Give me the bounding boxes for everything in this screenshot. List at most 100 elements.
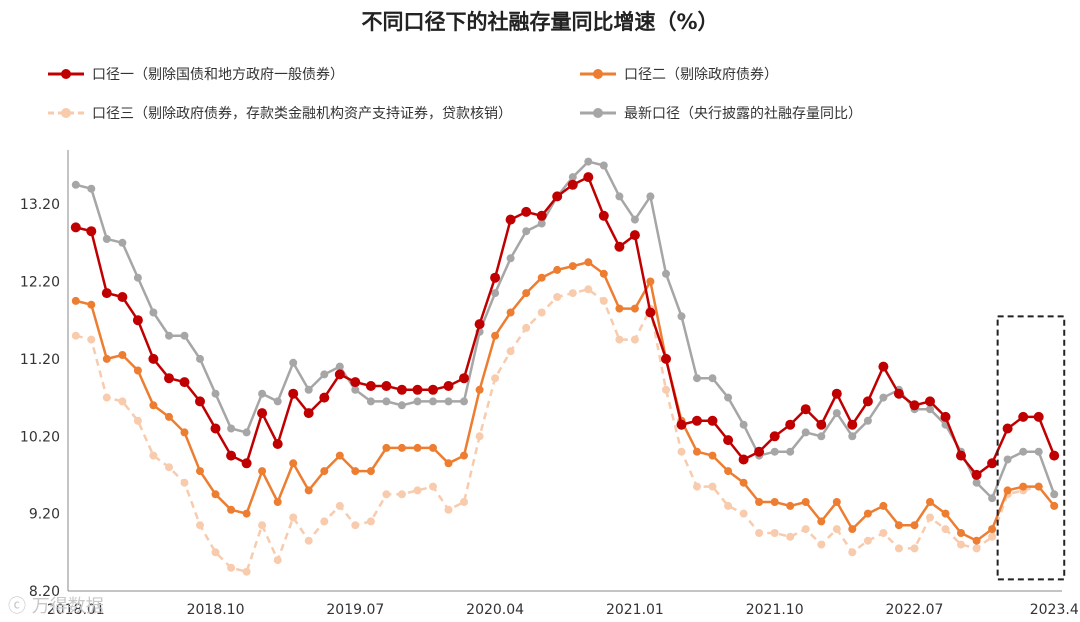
data-point-series-2 (770, 498, 779, 506)
data-point-series-1 (241, 458, 252, 469)
data-point-series-4 (491, 289, 500, 298)
data-point-series-4 (196, 354, 204, 363)
data-point-series-4 (165, 331, 173, 340)
data-point-series-1 (350, 377, 361, 388)
data-point-series-2 (118, 351, 127, 359)
data-point-series-4 (630, 215, 639, 224)
data-point-series-1 (272, 439, 283, 449)
data-point-series-1 (412, 384, 423, 395)
data-point-series-3 (553, 293, 562, 301)
legend-marker-series-2 (580, 69, 616, 79)
data-point-series-2 (926, 498, 934, 506)
legend-item-series-1: 口径一（剔除国债和地方政府一般债券） (46, 62, 344, 86)
data-point-series-1 (956, 450, 966, 461)
data-point-series-4 (366, 397, 375, 406)
data-point-series-2 (211, 490, 220, 499)
data-point-series-3 (879, 529, 888, 537)
data-point-series-3 (87, 335, 96, 344)
data-point-series-2 (506, 308, 515, 317)
data-point-series-4 (1003, 455, 1012, 464)
data-point-series-2 (988, 525, 997, 534)
data-point-series-3 (522, 323, 531, 332)
data-point-series-3 (910, 544, 919, 553)
data-point-series-4 (693, 374, 701, 383)
x-tick-label: 2018.01 (47, 602, 105, 618)
data-point-series-1 (459, 373, 469, 384)
data-point-series-2 (786, 501, 795, 510)
data-point-series-3 (739, 509, 748, 518)
data-point-series-3 (801, 525, 810, 534)
data-point-series-1 (567, 179, 578, 190)
data-point-series-2 (133, 366, 142, 375)
data-point-series-1 (676, 419, 687, 430)
data-point-series-1 (598, 210, 609, 221)
data-point-series-4 (211, 389, 220, 398)
data-point-series-1 (536, 210, 547, 221)
data-point-series-3 (366, 517, 375, 526)
data-point-series-1 (1049, 450, 1060, 461)
data-point-series-2 (460, 451, 468, 460)
legend-item-series-4: 最新口径（央行披露的社融存量同比） (578, 101, 862, 125)
data-point-series-2 (320, 467, 329, 476)
data-point-series-4 (397, 401, 406, 410)
data-point-series-2 (1050, 501, 1059, 510)
highlight-box (996, 315, 1066, 581)
data-point-series-4 (724, 393, 733, 402)
data-point-series-4 (273, 397, 282, 406)
data-point-series-2 (491, 331, 500, 340)
data-point-series-4 (848, 432, 857, 441)
data-point-series-3 (755, 529, 764, 537)
data-point-series-4 (863, 416, 872, 425)
x-tick-label: 2021.10 (746, 602, 804, 618)
data-point-series-4 (149, 308, 158, 317)
data-point-series-2 (832, 498, 841, 506)
data-point-series-3 (863, 536, 872, 545)
data-point-series-2 (475, 385, 484, 394)
data-point-series-2 (537, 273, 546, 282)
data-point-series-1 (723, 435, 734, 446)
data-point-series-1 (707, 415, 718, 426)
data-point-series-3 (273, 556, 282, 565)
data-point-series-4 (289, 358, 298, 367)
data-point-series-1 (365, 381, 376, 391)
data-point-series-2 (708, 451, 717, 460)
data-point-series-1 (971, 469, 982, 480)
data-point-series-2 (429, 443, 437, 452)
data-point-series-3 (770, 529, 779, 537)
data-point-series-3 (102, 393, 111, 402)
data-point-series-2 (102, 354, 111, 363)
data-point-series-4 (770, 447, 779, 456)
x-tick-label: 2022.07 (886, 602, 944, 618)
data-point-series-4 (537, 219, 546, 228)
y-tick-label: 12.20 (20, 275, 60, 291)
data-point-series-2 (863, 509, 872, 518)
x-tick-label: 2020.04 (466, 602, 524, 618)
data-point-series-2 (258, 467, 267, 476)
data-point-series-1 (552, 191, 563, 202)
data-point-series-1 (257, 408, 268, 419)
data-point-series-1 (909, 400, 920, 411)
y-tick-label: 13.20 (20, 197, 60, 213)
x-tick-label: 2021.01 (606, 602, 664, 618)
data-point-series-3 (211, 548, 220, 557)
data-point-series-2 (724, 467, 733, 476)
data-point-series-3 (289, 513, 298, 522)
data-point-series-1 (505, 214, 516, 225)
data-point-series-4 (304, 385, 313, 394)
data-point-series-1 (878, 361, 889, 372)
data-point-series-1 (1002, 423, 1013, 434)
legend-label-series-3: 口径三（剔除政府债券，存款类金融机构资产支持证券，贷款核销） (92, 106, 512, 122)
data-point-series-4 (118, 238, 127, 247)
data-point-series-2 (894, 521, 903, 530)
series-line-4 (75, 160, 1056, 501)
legend-label-series-4: 最新口径（央行披露的社融存量同比） (624, 106, 862, 122)
data-point-series-3 (724, 501, 733, 510)
data-point-series-4 (460, 397, 468, 406)
data-point-series-1 (521, 206, 532, 217)
data-point-series-4 (242, 428, 251, 437)
data-point-series-1 (831, 388, 842, 399)
data-point-series-4 (972, 478, 981, 487)
data-point-series-1 (769, 431, 780, 442)
data-point-series-1 (1033, 411, 1044, 422)
